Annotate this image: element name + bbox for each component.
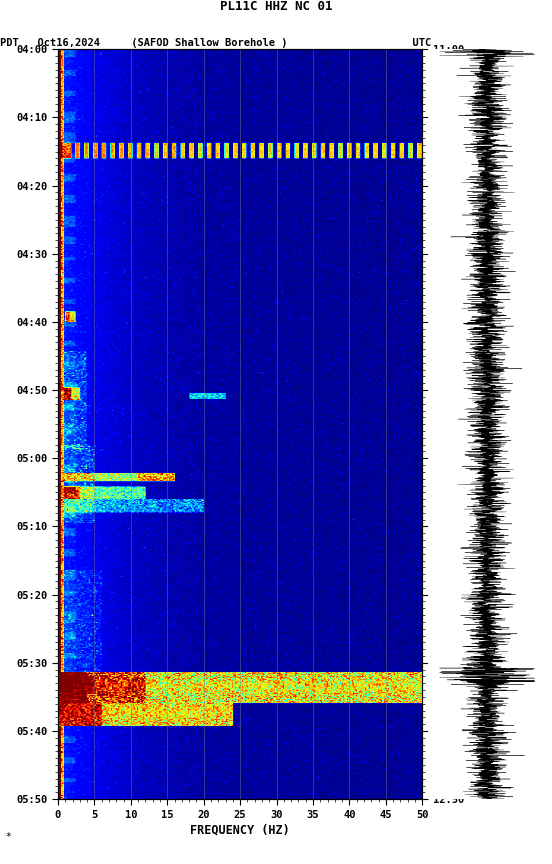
Text: PL11C HHZ NC 01: PL11C HHZ NC 01 — [220, 0, 332, 13]
X-axis label: FREQUENCY (HZ): FREQUENCY (HZ) — [190, 823, 290, 836]
Text: *: * — [6, 832, 12, 842]
Text: PDT   Oct16,2024     (SAFOD Shallow Borehole )                    UTC: PDT Oct16,2024 (SAFOD Shallow Borehole )… — [0, 37, 431, 48]
